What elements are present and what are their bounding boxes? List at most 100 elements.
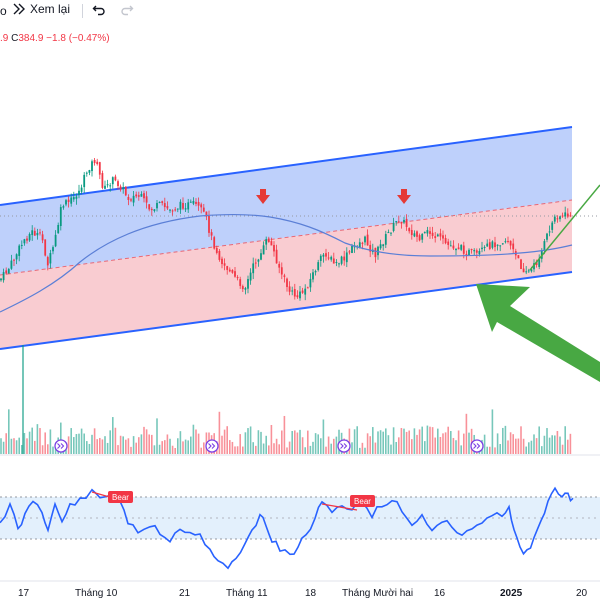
price-legend: .9 C384.9 −1.8 (−0.47%) <box>0 33 110 44</box>
volume-bar <box>322 419 325 454</box>
undo-icon[interactable] <box>92 3 106 20</box>
volume-bar <box>353 429 356 454</box>
candle-body <box>83 174 86 188</box>
volume-bar <box>96 439 98 454</box>
event-marker-icon[interactable] <box>54 439 68 453</box>
volume-bar <box>221 435 223 454</box>
candle-body <box>327 257 330 259</box>
volume-bar <box>398 437 400 454</box>
candle-body <box>33 230 36 236</box>
candle-body <box>410 230 413 236</box>
volume-bar <box>49 429 52 454</box>
volume-bar <box>554 435 556 454</box>
candle-body <box>59 207 62 227</box>
replay-button[interactable]: Xem lại <box>12 2 70 16</box>
candle-body <box>535 261 538 266</box>
event-marker-icon[interactable] <box>337 439 351 453</box>
candle-body <box>197 201 200 206</box>
volume-bar <box>21 445 23 454</box>
x-tick-label: Tháng 11 <box>226 588 268 599</box>
volume-bar <box>496 433 499 454</box>
candle-body <box>104 185 106 189</box>
volume-bar <box>257 430 260 454</box>
candle-body <box>361 242 364 244</box>
volume-bar <box>444 432 447 454</box>
candle-body <box>91 161 93 172</box>
candle-body <box>192 201 195 204</box>
candle-body <box>166 206 169 209</box>
candle-body <box>525 271 528 273</box>
candle-body <box>215 247 218 253</box>
event-marker-icon[interactable] <box>205 439 219 453</box>
x-tick-label: 16 <box>434 588 446 599</box>
volume-bar <box>546 428 548 454</box>
volume-bar <box>106 442 109 454</box>
candle-body <box>551 222 554 230</box>
candle-body <box>270 241 273 246</box>
candle-body <box>101 173 104 188</box>
candle-body <box>241 286 244 290</box>
volume-bar <box>283 415 286 454</box>
volume-bar <box>26 438 28 454</box>
volume-bar <box>114 427 117 454</box>
candle-body <box>41 234 44 241</box>
change-value: −1.8 (−0.47%) <box>46 33 110 44</box>
volume-bar <box>374 442 377 454</box>
volume-bar <box>333 438 335 454</box>
volume-bar <box>260 431 262 454</box>
candle-body <box>439 233 442 237</box>
volume-bar <box>359 447 361 454</box>
volume-bar <box>234 446 236 454</box>
replay-icon <box>12 2 26 16</box>
candle-body <box>553 216 556 222</box>
candle-body <box>254 262 257 264</box>
candle-body <box>148 204 151 210</box>
candle-body <box>364 236 366 243</box>
x-tick-label: 18 <box>305 588 317 599</box>
volume-bar <box>403 428 405 454</box>
candle-body <box>314 271 317 273</box>
redo-icon[interactable] <box>120 3 134 20</box>
channel-upper-fill <box>0 127 572 275</box>
volume-bar <box>91 434 93 454</box>
volume-bar <box>145 429 148 454</box>
volume-bar <box>411 439 413 454</box>
candle-body <box>200 204 203 208</box>
candle-body <box>223 263 226 266</box>
candle-body <box>322 254 325 257</box>
candle-body <box>80 187 83 192</box>
candle-body <box>507 240 509 242</box>
candle-body <box>70 197 73 204</box>
volume-bar <box>512 434 514 454</box>
volume-bar <box>369 436 371 454</box>
volume-bar <box>548 437 551 454</box>
candle-body <box>293 289 296 297</box>
volume-bar <box>174 447 176 454</box>
volume-bar <box>158 444 161 454</box>
event-marker-icon[interactable] <box>470 439 484 453</box>
channel-lower-fill <box>0 200 572 349</box>
volume-bar <box>270 424 273 454</box>
volume-bar <box>520 426 522 454</box>
volume-bar <box>528 442 530 454</box>
volume-bar <box>382 431 384 454</box>
candle-body <box>140 193 143 197</box>
volume-bar <box>229 440 231 454</box>
candle-body <box>384 234 387 245</box>
candle-body <box>338 263 340 265</box>
toolbar-divider <box>82 4 83 18</box>
volume-bar <box>442 433 444 454</box>
volume-bar <box>2 441 5 454</box>
volume-bar <box>101 439 104 454</box>
candle-body <box>273 245 275 252</box>
candle-body <box>436 234 439 237</box>
candle-body <box>395 221 398 223</box>
candle-body <box>447 241 450 245</box>
candle-body <box>449 245 452 247</box>
volume-bar <box>314 433 317 454</box>
volume-bar <box>387 435 390 454</box>
candle-body <box>158 201 161 203</box>
volume-bar <box>148 434 150 454</box>
candle-body <box>416 231 418 237</box>
